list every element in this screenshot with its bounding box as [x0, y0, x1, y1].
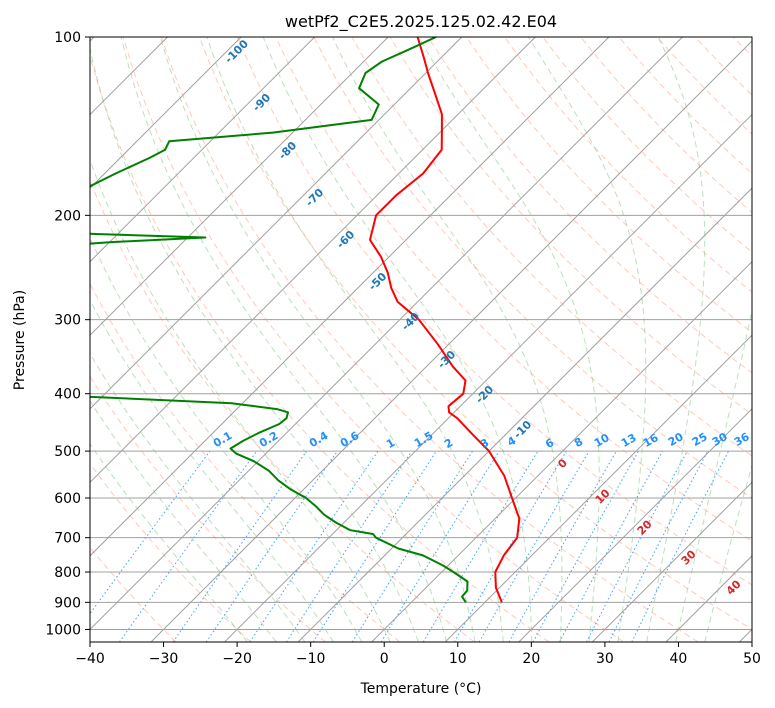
- mixing-ratio-line: [380, 450, 500, 642]
- dry-adiabat-line: [90, 375, 326, 642]
- mixing-ratio-line: [205, 450, 338, 642]
- x-tick-label: 0: [380, 651, 389, 667]
- chart-title: wetPf2_C2E5.2025.125.02.42.E04: [285, 12, 557, 32]
- isotherm-line: [224, 113, 752, 642]
- moist-adiabat-line: [90, 46, 419, 642]
- isotherm-line: [90, 37, 536, 484]
- isotherm-line: [518, 408, 752, 642]
- mixing-ratio-line: [118, 450, 258, 642]
- dry-adiabat-line: [90, 54, 550, 642]
- mixing-ratio-line: [351, 450, 474, 642]
- mixing-ratio-line: [631, 450, 730, 642]
- moist-adiabat-line: [120, 37, 448, 642]
- y-tick-label: 400: [54, 387, 81, 403]
- moist-adiabat-line: [90, 399, 277, 642]
- x-tick-label: 40: [670, 651, 688, 667]
- dry-adiabat-line: [90, 462, 252, 642]
- moist-adiabat-line: [262, 37, 533, 642]
- background-lines: [90, 37, 752, 642]
- isotherm-line: [591, 481, 752, 642]
- isotherm-line: [444, 334, 752, 642]
- x-tick-label: 30: [596, 651, 614, 667]
- dry-adiabat-line: [313, 37, 752, 499]
- moist-adiabat-line: [331, 37, 563, 642]
- isotherm-line: [371, 260, 752, 642]
- y-tick-label: 900: [54, 595, 81, 611]
- plot-frame: [89, 36, 753, 643]
- isotherm-line: [150, 40, 752, 642]
- mixing-ratio-line: [532, 450, 639, 642]
- y-tick-label: 700: [54, 531, 81, 547]
- isotherm-line: [90, 37, 389, 336]
- ticks: −40 −30 −20 −10 0 10 20 30 40 50 100 200 300 400 500 60…: [45, 30, 761, 667]
- temperature-line: [369, 37, 521, 603]
- dry-adiabat-line: [160, 37, 699, 642]
- mixing-ratio-line: [508, 450, 617, 642]
- x-tick-label: −10: [296, 651, 326, 667]
- moist-adiabat-line: [90, 352, 306, 642]
- moist-adiabat-line: [418, 37, 600, 642]
- x-tick-label: 50: [743, 651, 761, 667]
- y-tick-label: 200: [54, 208, 81, 224]
- moist-adiabat-line: [704, 463, 752, 642]
- moist-adiabat-line: [90, 236, 363, 642]
- dry-adiabat-line: [351, 37, 752, 457]
- isotherm-line: [90, 37, 610, 557]
- isotherm-line: [90, 37, 683, 631]
- y-axis-label: Pressure (hPa): [12, 290, 28, 390]
- plot-background: [90, 37, 752, 642]
- moist-adiabat-line: [527, 37, 647, 642]
- mixing-ratio-line: [172, 450, 308, 642]
- dry-adiabat-line: [199, 37, 752, 630]
- y-tick-label: 600: [54, 491, 81, 507]
- moist-adiabat-line: [90, 443, 248, 642]
- isotherm-line: [90, 37, 463, 410]
- x-tick-label: −30: [149, 651, 179, 667]
- y-tick-label: 800: [54, 565, 81, 581]
- mixing-ratio-line: [312, 450, 437, 642]
- moist-adiabat-line: [206, 37, 504, 642]
- moist-adiabat-line: [90, 158, 391, 642]
- moist-adiabat-line: [646, 37, 706, 642]
- dry-adiabat-line: [237, 37, 752, 586]
- dry-adiabat-line: [275, 37, 752, 542]
- x-tick-label: −20: [222, 651, 252, 667]
- mixing-ratio-line: [559, 450, 664, 642]
- y-tick-label: 500: [54, 444, 81, 460]
- isotherm-line: [297, 187, 752, 642]
- profiles: [90, 37, 521, 603]
- dewpoint-line: [90, 37, 469, 603]
- mixing-ratio-line: [90, 450, 211, 615]
- x-axis-label: Temperature (°C): [360, 681, 482, 697]
- moist-adiabat-line: [159, 37, 476, 642]
- isotherm-line: [90, 37, 242, 189]
- mixing-ratio-line: [249, 450, 379, 642]
- dry-adiabat-line: [90, 282, 401, 642]
- x-tick-label: 20: [522, 651, 540, 667]
- y-tick-label: 300: [54, 313, 81, 329]
- y-tick-label: 1000: [45, 622, 81, 638]
- dry-adiabat-line: [122, 37, 624, 642]
- x-tick-label: 10: [449, 651, 467, 667]
- x-tick-label: −40: [75, 651, 105, 667]
- moist-adiabat-line: [675, 307, 752, 642]
- mixing-ratio-line: [285, 450, 413, 642]
- y-tick-label: 100: [54, 30, 81, 46]
- moist-adiabat-line: [90, 299, 334, 642]
